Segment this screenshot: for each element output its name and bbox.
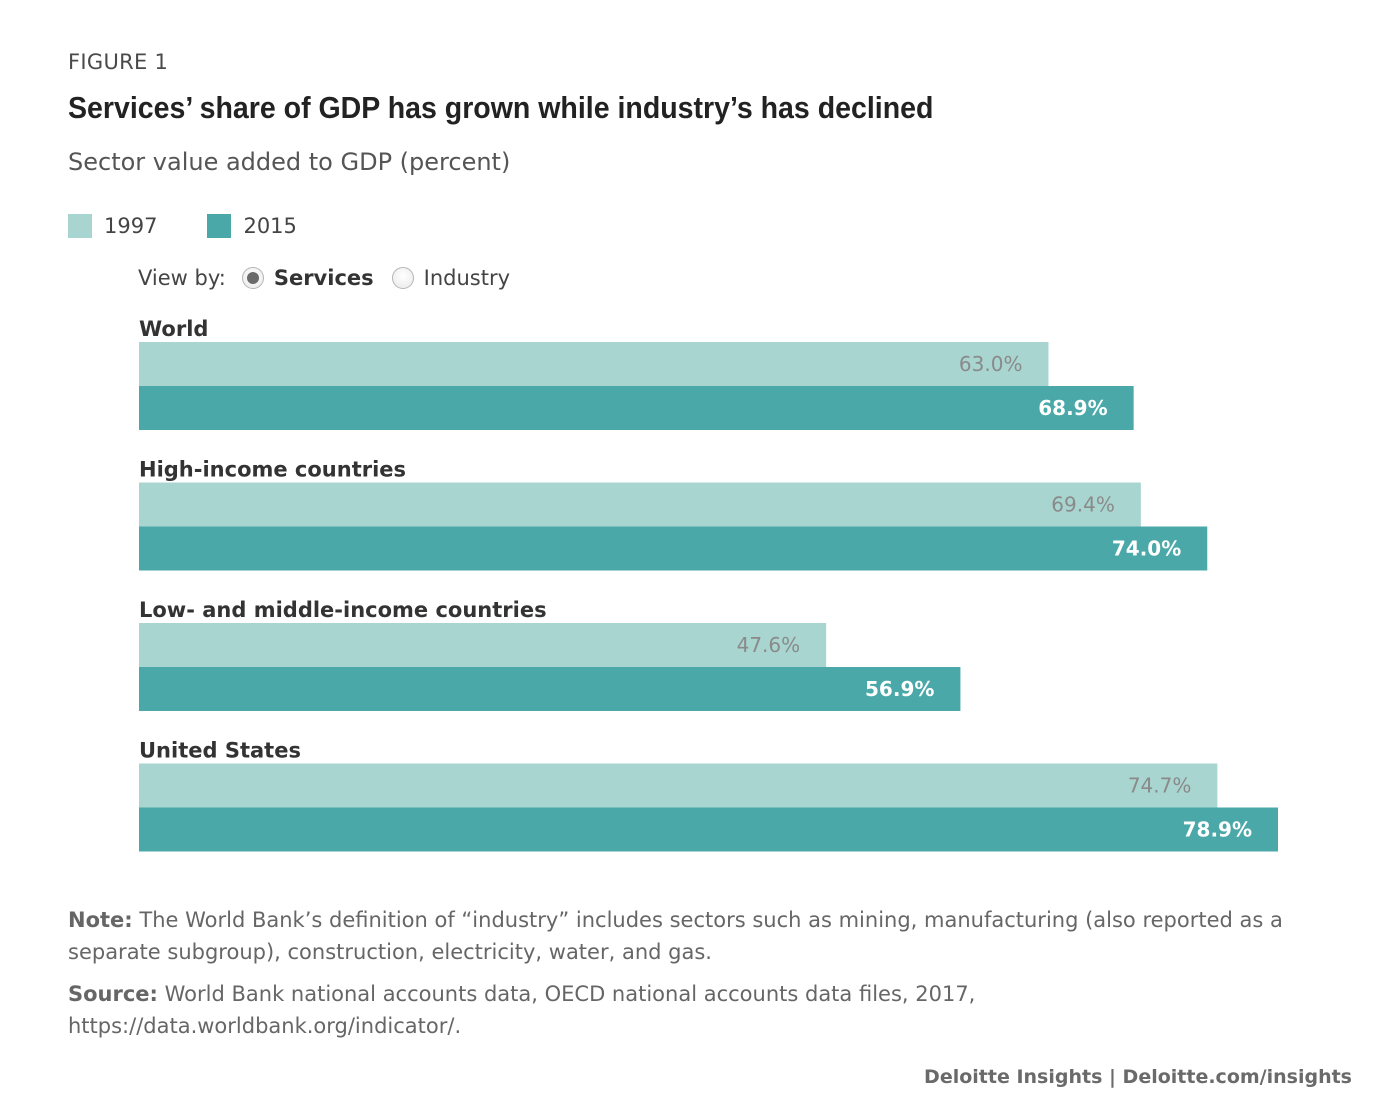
data-label-2015: 78.9% [1183,818,1252,842]
category-label: Low- and middle-income countries [139,598,547,622]
data-label-1997: 74.7% [1128,774,1192,798]
chart-source: Source: World Bank national accounts dat… [68,978,1308,1042]
chart-subtitle: Sector value added to GDP (percent) [68,148,511,176]
legend-item-2015: 2015 [207,214,297,238]
footer-credit: Deloitte Insights | Deloitte.com/insight… [924,1066,1352,1088]
legend-item-1997: 1997 [68,214,157,238]
note-label: Note: [68,908,133,932]
bar-1997 [139,763,1218,808]
legend: 1997 2015 [68,214,347,238]
data-label-1997: 47.6% [737,633,801,657]
radio-selected-dot [246,272,259,284]
note-text: The World Bank’s definition of “industry… [68,908,1283,964]
radio-services[interactable] [241,267,264,289]
figure-eyebrow: FIGURE 1 [68,50,169,74]
legend-label-1997: 1997 [104,214,158,238]
category-label: High-income countries [139,458,406,482]
chart-title: Services’ share of GDP has grown while i… [68,90,934,125]
bar-chart: World 63.0% 68.9% High-income countries 69.4… [139,317,1278,852]
bar-2015 [139,526,1208,571]
data-label-2015: 74.0% [1112,537,1181,561]
data-label-1997: 69.4% [1051,493,1115,517]
bar-2015 [139,807,1278,852]
bar-2015 [139,667,961,711]
data-label-2015: 56.9% [865,677,934,701]
view-by-label: View by: [138,266,226,290]
bar-1997 [139,482,1141,527]
bar-1997 [139,342,1049,386]
legend-swatch-1997 [68,214,92,238]
legend-swatch-2015 [207,214,232,238]
data-label-2015: 68.9% [1038,396,1107,420]
legend-label-2015: 2015 [243,214,297,238]
radio-industry[interactable] [391,267,414,289]
chart-note: Note: The World Bank’s definition of “in… [68,904,1308,968]
source-label: Source: [68,982,158,1006]
data-label-1997: 63.0% [959,352,1023,376]
bar-1997 [139,623,827,667]
view-by-control: View by: Services Industry [138,266,528,290]
category-label: United States [139,739,301,763]
radio-industry-label[interactable]: Industry [423,266,511,290]
radio-services-label[interactable]: Services [273,266,374,290]
bar-2015 [139,386,1134,430]
category-label: World [139,317,208,341]
source-text: World Bank national accounts data, OECD … [68,982,976,1038]
